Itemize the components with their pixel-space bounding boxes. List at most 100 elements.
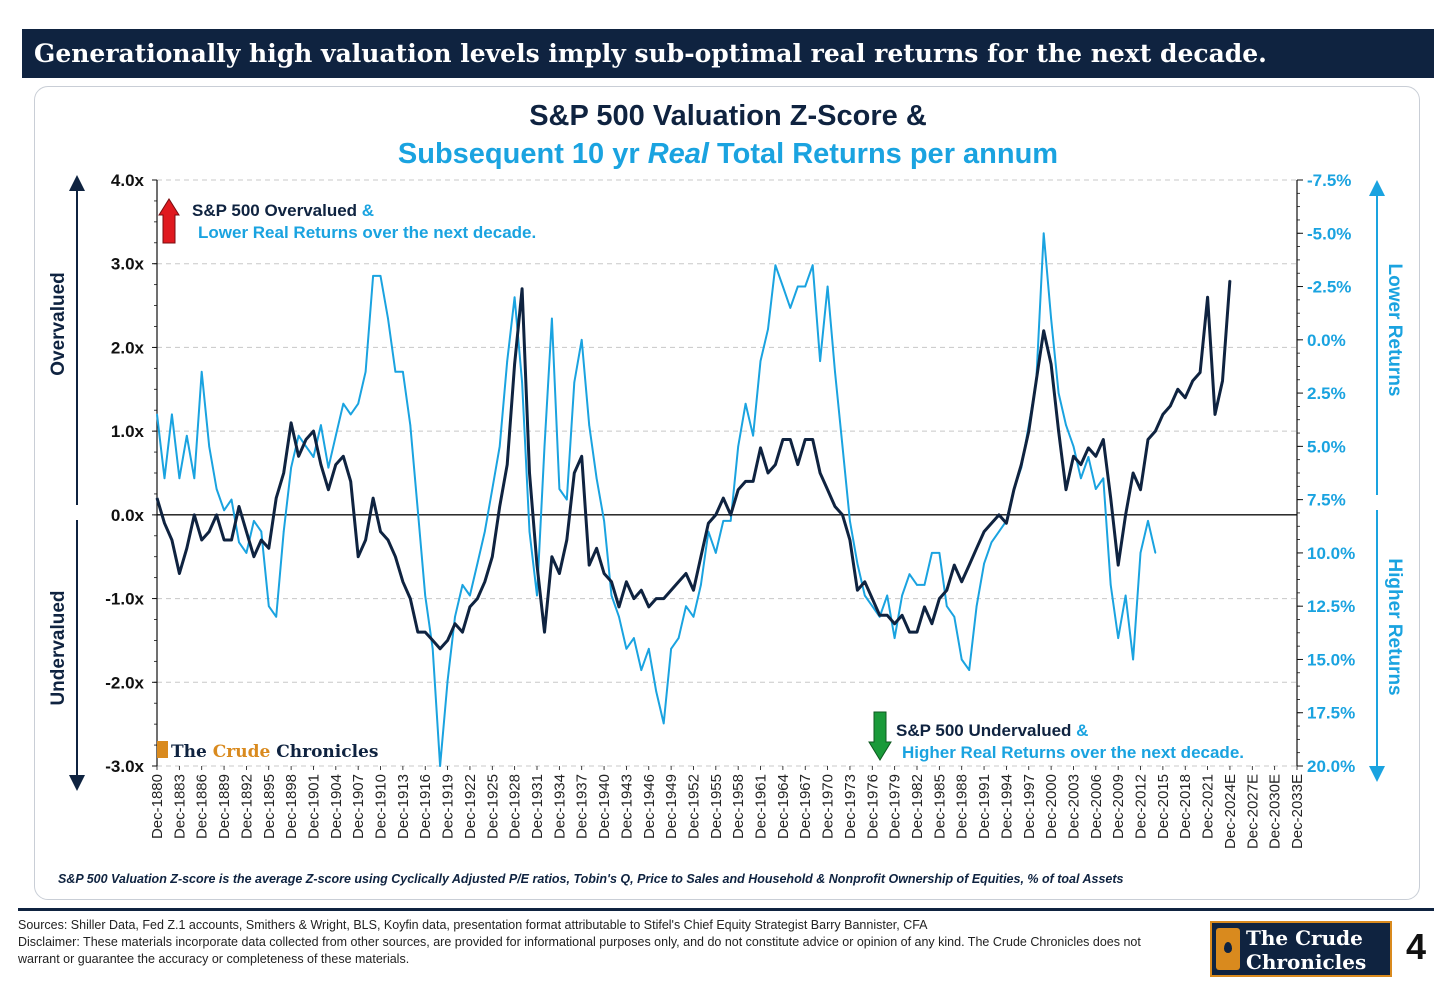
real-returns-point <box>938 552 941 554</box>
zscore-point <box>968 564 970 566</box>
x-tick-label: Dec-1925 <box>484 774 501 839</box>
x-tick-label: Dec-1964 <box>775 774 792 839</box>
real-returns-point <box>364 371 367 373</box>
zscore-point <box>983 530 985 533</box>
real-returns-point <box>633 637 635 639</box>
zscore-point <box>268 547 270 550</box>
chart-card <box>34 86 1420 900</box>
real-returns-point <box>476 562 479 565</box>
zscore-point <box>402 581 404 583</box>
real-returns-point <box>558 488 561 490</box>
zscore-point <box>245 530 248 533</box>
chart-subtitle: Subsequent 10 yr Real Total Returns per … <box>0 138 1456 171</box>
x-tick-label: Dec-1931 <box>529 774 546 839</box>
real-returns-point <box>1139 552 1142 554</box>
real-returns-series <box>156 232 1157 767</box>
zscore-point <box>737 488 739 491</box>
zscore-point <box>916 631 918 633</box>
zscore-point <box>260 539 263 541</box>
zscore-point <box>834 505 836 508</box>
real-returns-point <box>320 424 322 426</box>
real-returns-point <box>908 573 911 575</box>
x-tick-label: Dec-1898 <box>283 774 300 839</box>
zscore-point <box>439 648 441 650</box>
zscore-point <box>1117 564 1119 566</box>
zscore-point <box>729 514 732 516</box>
real-returns-line <box>156 232 1157 767</box>
zscore-point <box>618 606 620 608</box>
real-returns-point <box>797 285 799 288</box>
zscore-point <box>588 564 590 566</box>
real-returns-point <box>856 562 859 565</box>
disclaimer-text: Disclaimer: These materials incorporate … <box>18 935 1141 966</box>
x-tick-label: Dec-1910 <box>373 774 390 839</box>
subtitle-part-3: Total Returns per annum <box>708 138 1059 170</box>
real-returns-point <box>677 637 680 639</box>
zscore-point <box>1169 405 1172 407</box>
zscore-point <box>633 597 635 600</box>
x-tick-label: Dec-1958 <box>730 774 747 839</box>
x-tick-label: Dec-1967 <box>797 774 814 839</box>
x-tick-label: Dec-1973 <box>842 774 859 839</box>
zscore-point <box>998 514 1000 516</box>
zscore-point <box>886 614 888 617</box>
zscore-point <box>521 288 523 290</box>
zscore-point <box>826 488 829 491</box>
x-tick-label: Dec-1943 <box>618 774 635 839</box>
zscore-point <box>290 422 292 424</box>
zscore-point <box>1191 380 1194 382</box>
real-returns-point <box>394 371 397 373</box>
real-returns-point <box>662 722 665 725</box>
undervalued-annotation-line2: Higher Real Returns over the next decade… <box>902 743 1244 762</box>
zscore-point <box>566 539 568 541</box>
zscore-point <box>320 463 322 466</box>
zscore-point <box>305 438 307 441</box>
real-returns-point <box>439 765 441 767</box>
zscore-point <box>662 597 665 600</box>
real-returns-point <box>715 552 717 554</box>
zscore-point <box>275 497 278 499</box>
chart-axes <box>152 179 1303 770</box>
zscore-point <box>223 539 225 541</box>
real-returns-point <box>275 616 278 618</box>
real-returns-point <box>521 381 523 384</box>
x-tick-label: Dec-1928 <box>507 774 524 839</box>
brand-name: The Crude Chronicles <box>1246 926 1366 974</box>
zscore-point <box>1050 363 1052 366</box>
zscore-point <box>200 539 203 541</box>
real-returns-point <box>424 594 427 597</box>
zscore-point <box>558 572 561 575</box>
x-tick-label: Dec-2000 <box>1043 774 1060 839</box>
x-tick-label: Dec-1970 <box>820 774 837 839</box>
zscore-point <box>230 539 233 541</box>
real-returns-point <box>670 648 672 650</box>
x-tick-label: Dec-2021 <box>1200 774 1217 839</box>
zscore-point <box>685 572 687 575</box>
zscore-point <box>528 472 531 474</box>
zscore-point <box>193 514 196 516</box>
x-tick-label: Dec-1994 <box>998 774 1015 839</box>
zscore-point <box>797 463 799 466</box>
zscore-point <box>849 539 851 541</box>
real-returns-point <box>551 317 553 320</box>
real-returns-point <box>1117 637 1119 639</box>
subtitle-part-real: Real <box>647 138 709 170</box>
x-tick-label: Dec-1886 <box>194 774 211 839</box>
zscore-point <box>573 472 576 474</box>
real-returns-point <box>767 328 769 331</box>
real-returns-point <box>245 552 248 554</box>
real-returns-point <box>387 317 389 320</box>
zscore-point <box>878 614 881 617</box>
watermark-chronicles: Chronicles <box>270 742 378 762</box>
zscore-point <box>655 597 657 600</box>
zscore-point <box>931 622 933 625</box>
zscore-point <box>506 463 509 466</box>
overvalued-annotation-amp: & <box>357 201 374 220</box>
zscore-point <box>1102 438 1105 441</box>
zscore-point <box>759 447 762 449</box>
left-tick-label: 3.0x <box>111 255 145 274</box>
right-tick-label: 0.0% <box>1307 331 1346 350</box>
real-returns-point <box>223 509 225 512</box>
x-tick-label: Dec-2006 <box>1088 774 1105 839</box>
x-tick-label: Dec-1913 <box>395 774 412 839</box>
